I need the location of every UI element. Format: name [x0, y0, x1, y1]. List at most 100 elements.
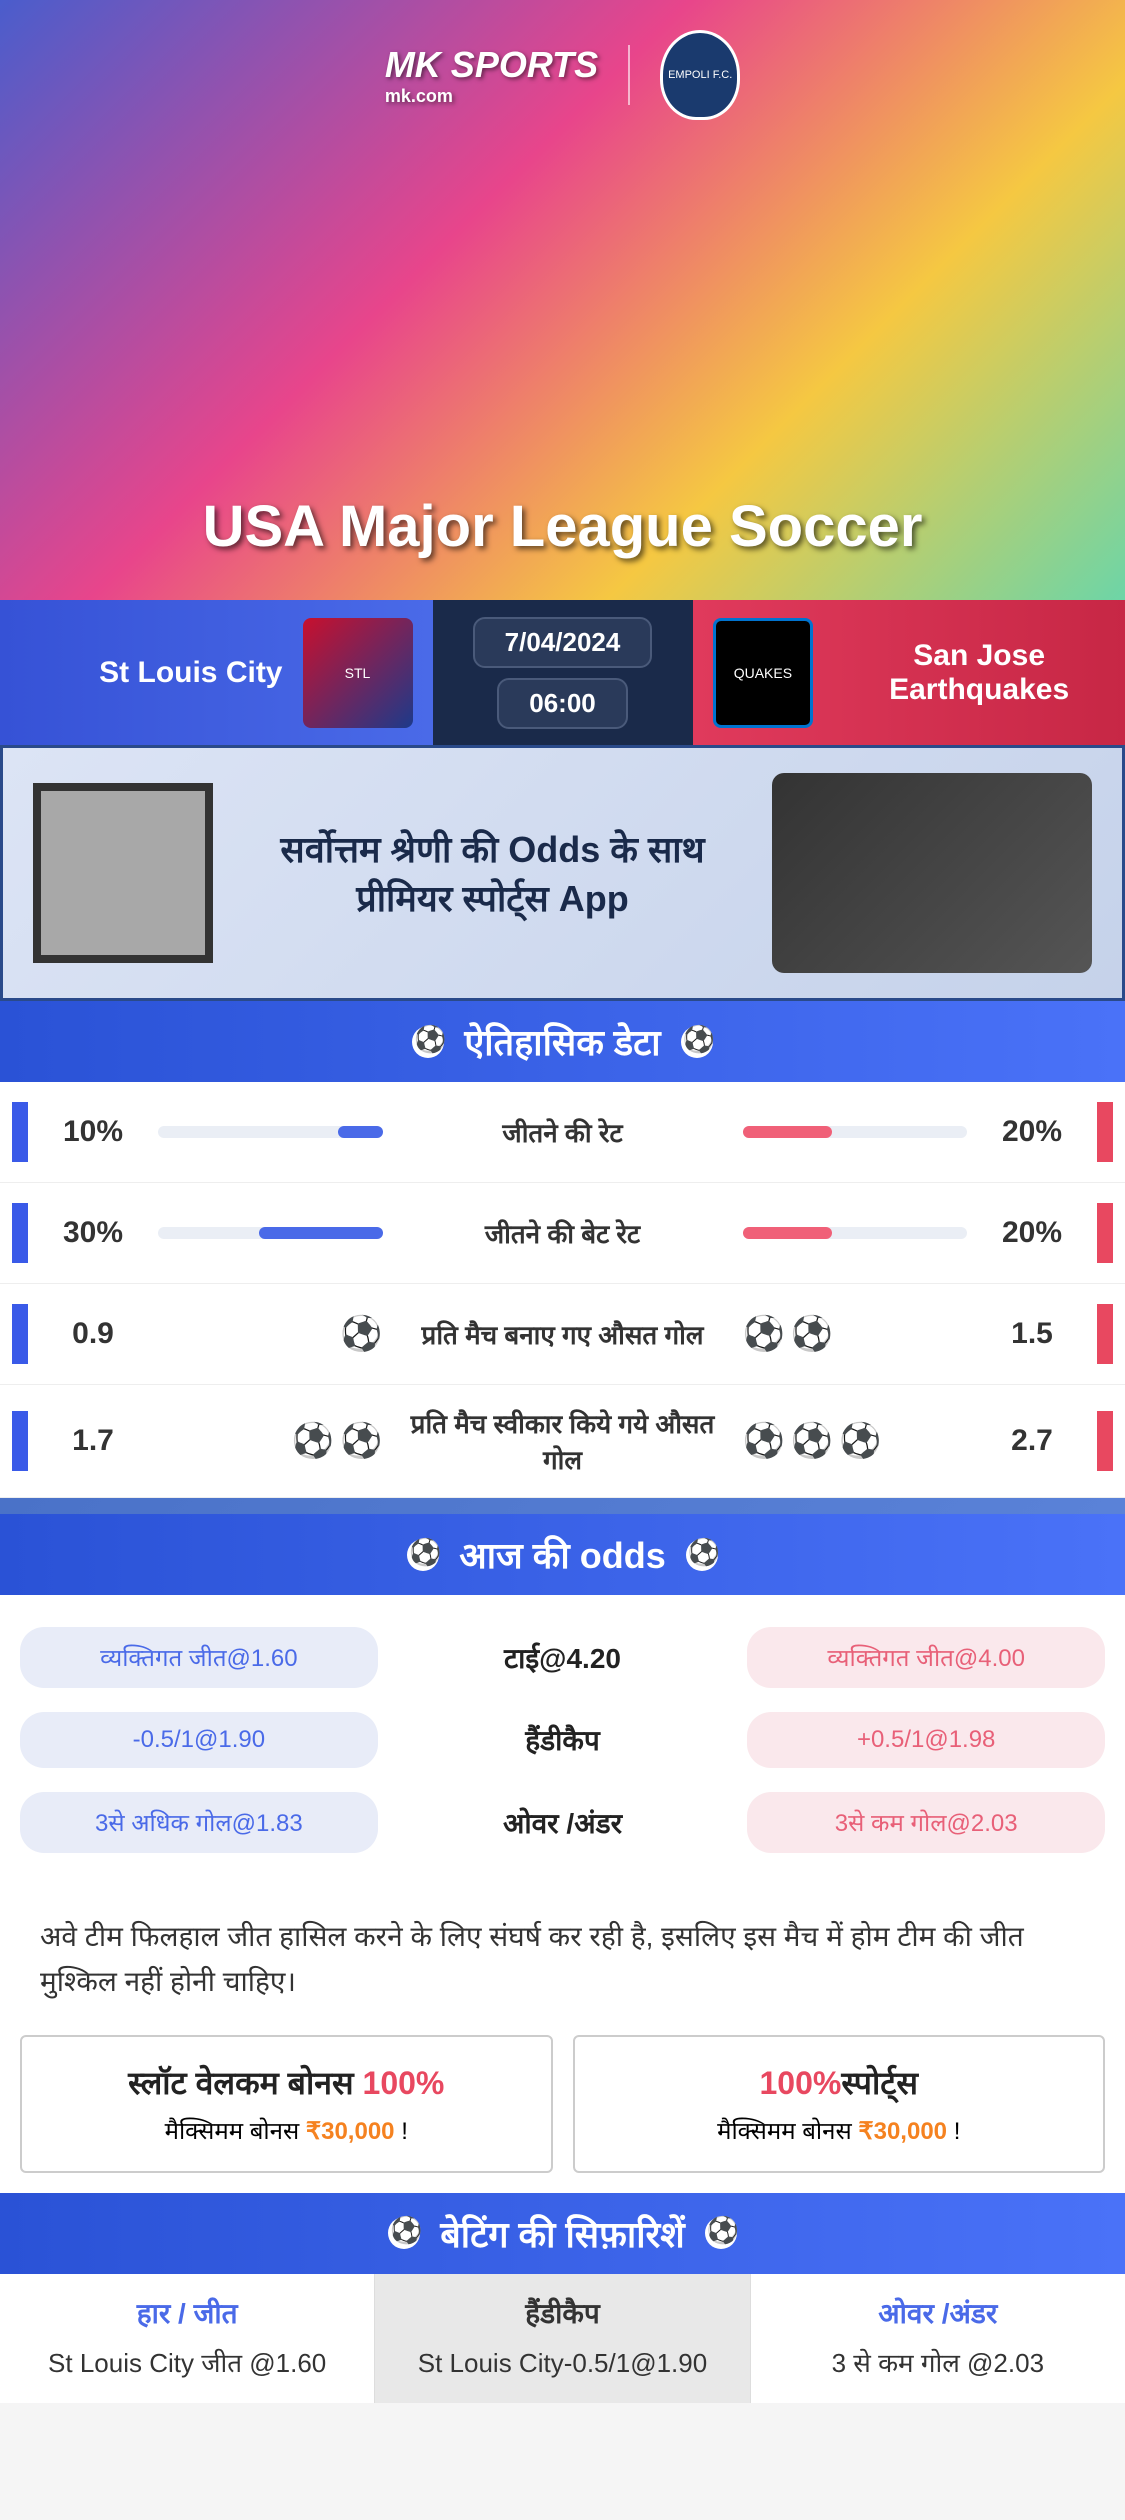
- historical-header: ऐतिहासिक डेटा: [0, 1001, 1125, 1082]
- analysis-text: अवे टीम फिलहाल जीत हासिल करने के लिए संघ…: [0, 1885, 1125, 2035]
- odds-title: आज की odds: [459, 1530, 665, 1579]
- center-odds[interactable]: टाई@4.20: [398, 1639, 728, 1677]
- away-bar: [743, 1227, 968, 1239]
- stat-row: 10% जीतने की रेट 20%: [0, 1082, 1125, 1183]
- recommend-head: ओवर /अंडर: [771, 2294, 1105, 2332]
- goal-icon: ⚽: [340, 1421, 382, 1461]
- logo-bar: MK SPORTS mk.com EMPOLI F.C.: [0, 0, 1125, 150]
- match-datetime: 7/04/2024 06:00: [433, 600, 693, 745]
- stat-row: 1.7 ⚽⚽ प्रति मैच स्वीकार किये गये औसत गो…: [0, 1385, 1125, 1498]
- away-team-badge: QUAKES: [713, 618, 814, 728]
- bonus-subtitle: मैक्सिमम बोनस ₹30,000 !: [599, 2114, 1080, 2147]
- away-edge: [1097, 1203, 1113, 1263]
- away-value: 20%: [987, 1216, 1077, 1250]
- bonus-title: 100%स्पोर्ट्स: [599, 2061, 1080, 2104]
- match-bar: St Louis City STL 7/04/2024 06:00 QUAKES…: [0, 600, 1125, 745]
- bonus-card[interactable]: 100%स्पोर्ट्स मैक्सिमम बोनस ₹30,000 !: [573, 2035, 1106, 2173]
- brand-logo: MK SPORTS mk.com: [385, 44, 598, 107]
- goal-icon: ⚽: [340, 1314, 382, 1354]
- brand-site: mk.com: [385, 86, 598, 107]
- away-goal-icons: ⚽⚽: [743, 1314, 968, 1354]
- recommend-header: बेटिंग की सिफ़ारिशें: [0, 2193, 1125, 2274]
- odds-row: -0.5/1@1.90 हैंडीकैप +0.5/1@1.98: [20, 1700, 1105, 1780]
- ball-icon: [388, 2217, 420, 2249]
- goal-icon: ⚽: [791, 1421, 833, 1461]
- recommend-body: 3 से कम गोल @2.03: [771, 2344, 1105, 2383]
- away-odds[interactable]: +0.5/1@1.98: [747, 1712, 1105, 1768]
- away-value: 20%: [987, 1115, 1077, 1149]
- historical-stats: 10% जीतने की रेट 20% 30% जीतने की बेट रे…: [0, 1082, 1125, 1498]
- goal-icon: ⚽: [292, 1421, 334, 1461]
- home-bar: [158, 1227, 383, 1239]
- odds-row: 3से अधिक गोल@1.83 ओवर /अंडर 3से कम गोल@2…: [20, 1780, 1105, 1865]
- goal-icon: ⚽: [791, 1314, 833, 1354]
- recommend-row: हार / जीत St Louis City जीत @1.60 हैंडीक…: [0, 2274, 1125, 2403]
- away-edge: [1097, 1304, 1113, 1364]
- odds-table: व्यक्तिगत जीत@1.60 टाई@4.20 व्यक्तिगत जी…: [0, 1595, 1125, 1885]
- home-value: 10%: [48, 1115, 138, 1149]
- brand-name: MK SPORTS: [385, 44, 598, 85]
- goal-icon: ⚽: [743, 1314, 785, 1354]
- recommend-head: हैंडीकैप: [395, 2294, 729, 2332]
- divider: [628, 45, 630, 105]
- home-team-panel[interactable]: St Louis City STL: [0, 600, 433, 745]
- ball-icon: [705, 2217, 737, 2249]
- recommend-body: St Louis City-0.5/1@1.90: [395, 2344, 729, 2383]
- qr-code[interactable]: [33, 783, 213, 963]
- away-value: 1.5: [987, 1317, 1077, 1351]
- home-bar: [158, 1126, 383, 1138]
- away-team-name: San Jose Earthquakes: [833, 639, 1125, 707]
- home-edge: [12, 1304, 28, 1364]
- promo-banner[interactable]: सर्वोत्तम श्रेणी की Odds के साथ प्रीमियर…: [0, 745, 1125, 1001]
- promo-text: सर्वोत्तम श्रेणी की Odds के साथ प्रीमियर…: [243, 824, 742, 922]
- match-date: 7/04/2024: [473, 617, 653, 668]
- stat-label: जीतने की रेट: [403, 1114, 723, 1150]
- home-goal-icons: ⚽⚽: [158, 1421, 383, 1461]
- away-goal-icons: ⚽⚽⚽: [743, 1421, 968, 1461]
- stat-label: प्रति मैच स्वीकार किये गये औसत गोल: [403, 1405, 723, 1477]
- home-odds[interactable]: -0.5/1@1.90: [20, 1712, 378, 1768]
- center-odds[interactable]: ओवर /अंडर: [398, 1804, 728, 1842]
- away-edge: [1097, 1411, 1113, 1471]
- stat-row: 0.9 ⚽ प्रति मैच बनाए गए औसत गोल ⚽⚽ 1.5: [0, 1284, 1125, 1385]
- recommend-col[interactable]: ओवर /अंडर 3 से कम गोल @2.03: [751, 2274, 1125, 2403]
- home-edge: [12, 1102, 28, 1162]
- home-odds[interactable]: 3से अधिक गोल@1.83: [20, 1792, 378, 1853]
- home-edge: [12, 1411, 28, 1471]
- bonus-subtitle: मैक्सिमम बोनस ₹30,000 !: [46, 2114, 527, 2147]
- home-value: 1.7: [48, 1424, 138, 1458]
- home-edge: [12, 1203, 28, 1263]
- league-title: USA Major League Soccer: [0, 453, 1125, 600]
- hero-banner: MK SPORTS mk.com EMPOLI F.C. USA Major L…: [0, 0, 1125, 600]
- home-value: 0.9: [48, 1317, 138, 1351]
- away-value: 2.7: [987, 1424, 1077, 1458]
- recommend-head: हार / जीत: [20, 2294, 354, 2332]
- bonus-card[interactable]: स्लॉट वेलकम बोनस 100% मैक्सिमम बोनस ₹30,…: [20, 2035, 553, 2173]
- goal-icon: ⚽: [743, 1421, 785, 1461]
- match-time: 06:00: [497, 678, 628, 729]
- ball-icon: [412, 1026, 444, 1058]
- away-odds[interactable]: व्यक्तिगत जीत@4.00: [747, 1627, 1105, 1688]
- away-edge: [1097, 1102, 1113, 1162]
- ball-icon: [407, 1539, 439, 1571]
- recommend-body: St Louis City जीत @1.60: [20, 2344, 354, 2383]
- goal-icon: ⚽: [839, 1421, 881, 1461]
- away-bar: [743, 1126, 968, 1138]
- home-team-badge: STL: [303, 618, 413, 728]
- stat-row: 30% जीतने की बेट रेट 20%: [0, 1183, 1125, 1284]
- away-odds[interactable]: 3से कम गोल@2.03: [747, 1792, 1105, 1853]
- app-preview-image: [772, 773, 1092, 973]
- recommend-title: बेटिंग की सिफ़ारिशें: [440, 2209, 685, 2258]
- home-team-name: St Louis City: [99, 656, 282, 690]
- spacer: [0, 1498, 1125, 1514]
- recommend-col[interactable]: हैंडीकैप St Louis City-0.5/1@1.90: [375, 2274, 750, 2403]
- bonus-title: स्लॉट वेलकम बोनस 100%: [46, 2061, 527, 2104]
- home-goal-icons: ⚽: [158, 1314, 383, 1354]
- recommend-col[interactable]: हार / जीत St Louis City जीत @1.60: [0, 2274, 375, 2403]
- center-odds[interactable]: हैंडीकैप: [398, 1721, 728, 1759]
- partner-badge: EMPOLI F.C.: [660, 30, 740, 120]
- bonus-cards: स्लॉट वेलकम बोनस 100% मैक्सिमम बोनस ₹30,…: [0, 2035, 1125, 2193]
- away-team-panel[interactable]: QUAKES San Jose Earthquakes: [693, 600, 1125, 745]
- odds-header: आज की odds: [0, 1514, 1125, 1595]
- home-odds[interactable]: व्यक्तिगत जीत@1.60: [20, 1627, 378, 1688]
